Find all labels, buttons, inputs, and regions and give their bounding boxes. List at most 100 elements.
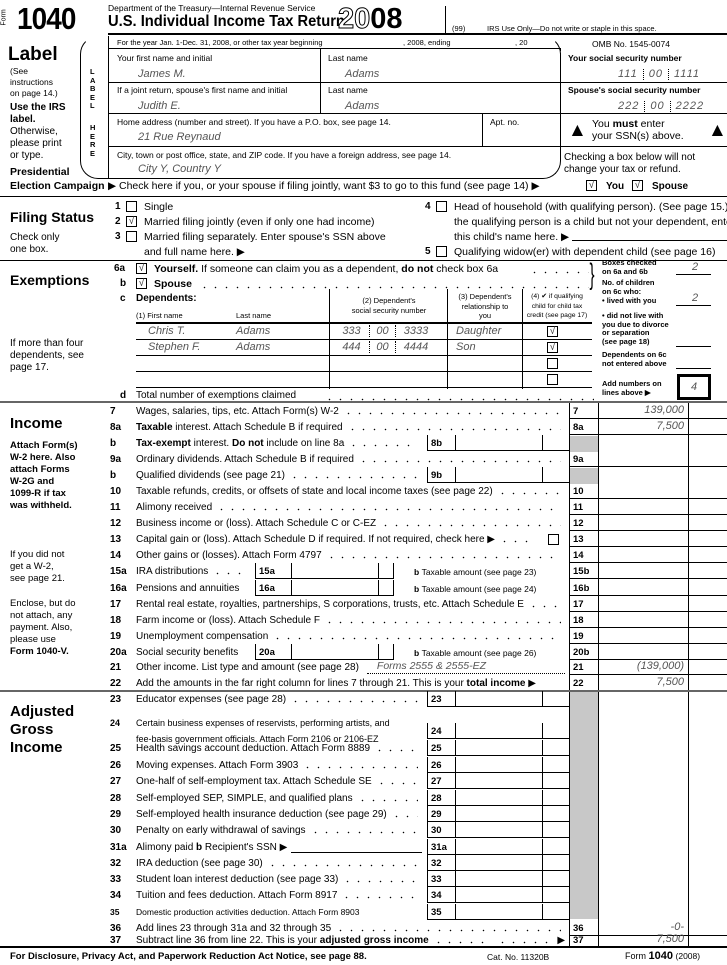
dependent-ssn[interactable]: 333 00 3333 bbox=[334, 325, 446, 337]
attach-forms-note: 1099-R if tax bbox=[10, 488, 66, 499]
line-number: 6a bbox=[114, 263, 126, 274]
use-irs-label: Use the IRS bbox=[10, 102, 66, 113]
filing-status-checkbox-3[interactable] bbox=[126, 231, 137, 242]
enclose-note: please use bbox=[10, 634, 56, 645]
t: No. of children bbox=[602, 278, 655, 287]
presidential-you-checkbox[interactable]: √ bbox=[586, 180, 597, 191]
line-box-number: 9a bbox=[573, 454, 584, 465]
recipient-ssn-field[interactable] bbox=[291, 841, 422, 853]
right-line-box-19[interactable] bbox=[569, 628, 727, 644]
spouse-checkbox[interactable]: √ bbox=[136, 278, 147, 289]
label-note: (See bbox=[10, 66, 28, 76]
dependent-first-name[interactable]: Stephen F. bbox=[148, 341, 201, 353]
line-label: Student loan interest deduction (see pag… bbox=[136, 874, 338, 885]
child-tax-credit-checkbox[interactable] bbox=[547, 358, 558, 369]
 bbox=[542, 691, 543, 707]
dependent-relationship[interactable]: Daughter bbox=[456, 325, 502, 337]
line-33: 33 Student loan interest deduction (see p… bbox=[110, 871, 422, 887]
mid-line-box-23[interactable] bbox=[427, 691, 570, 707]
line-amount-37[interactable]: 7,500 bbox=[656, 933, 684, 945]
mid-line-box-27[interactable] bbox=[427, 773, 570, 789]
last-name-field[interactable]: Adams bbox=[345, 68, 380, 80]
right-line-box-12[interactable] bbox=[569, 515, 727, 531]
line-amount-22[interactable]: 7,500 bbox=[656, 676, 684, 688]
total-exemptions-box[interactable]: 4 bbox=[677, 374, 711, 400]
right-line-box-17[interactable] bbox=[569, 596, 727, 612]
mid-line-box-26[interactable] bbox=[427, 757, 570, 773]
mid-line-box-31a[interactable] bbox=[427, 839, 570, 855]
lived-with-value[interactable]: 2 bbox=[692, 292, 699, 304]
right-line-box-8a[interactable] bbox=[569, 419, 727, 435]
right-line-box-7[interactable] bbox=[569, 403, 727, 419]
spouse-ssn-field[interactable]: 222 00 2222 bbox=[618, 100, 704, 112]
yourself-checkbox[interactable]: √ bbox=[136, 263, 147, 274]
child-tax-credit-checkbox[interactable]: √ bbox=[547, 326, 558, 337]
mid-line-box-33[interactable] bbox=[427, 871, 570, 887]
city-field[interactable]: City Y, Country Y bbox=[138, 163, 221, 175]
mid-line-box-35[interactable] bbox=[427, 904, 570, 920]
line-label: Moving expenses. Attach Form 3903 bbox=[136, 760, 298, 771]
must-enter-ssn-line2: your SSN(s) above. bbox=[592, 130, 684, 142]
line-amount-7[interactable]: 139,000 bbox=[644, 404, 684, 416]
split-box-20a[interactable] bbox=[255, 644, 393, 660]
line-amount-21[interactable]: (139,000) bbox=[636, 660, 684, 672]
line-label: Penalty on early withdrawal of savings bbox=[136, 825, 306, 836]
right-line-box-20b[interactable] bbox=[569, 644, 727, 660]
mid-line-box-32[interactable] bbox=[427, 855, 570, 871]
right-line-box-9a[interactable] bbox=[569, 451, 727, 467]
split-box-15a[interactable] bbox=[255, 563, 393, 579]
line-amount-36[interactable]: -0- bbox=[670, 921, 684, 933]
right-line-box-13[interactable] bbox=[569, 531, 727, 547]
your-ssn-field[interactable]: 111 00 1111 bbox=[618, 68, 700, 80]
right-line-box-18[interactable] bbox=[569, 612, 727, 628]
mid-line-box-34[interactable] bbox=[427, 887, 570, 903]
right-line-box-10[interactable] bbox=[569, 483, 727, 499]
mid-line-box-8b[interactable] bbox=[427, 435, 570, 451]
first-name-field[interactable]: James M. bbox=[138, 68, 186, 80]
dependent-relationship[interactable]: Son bbox=[456, 341, 476, 353]
dependent-last-name[interactable]: Adams bbox=[236, 325, 271, 337]
mid-line-box-29[interactable] bbox=[427, 806, 570, 822]
dependent-first-name[interactable]: Chris T. bbox=[148, 325, 186, 337]
right-line-box-36[interactable] bbox=[569, 920, 727, 936]
line-number: b bbox=[120, 278, 127, 289]
right-line-box-11[interactable] bbox=[569, 499, 727, 515]
filing-status-checkbox-2[interactable]: √ bbox=[126, 216, 137, 227]
mid-line-box-28[interactable] bbox=[427, 790, 570, 806]
boxes-checked-label: Boxes checked on 6a and 6b bbox=[602, 258, 657, 276]
capital-gain-checkbox[interactable] bbox=[548, 534, 559, 545]
line-text: Add the amounts in the far right column … bbox=[136, 677, 467, 689]
filing-status-checkbox-5[interactable] bbox=[436, 246, 447, 257]
right-line-box-21[interactable] bbox=[569, 659, 727, 675]
no-w2-note: see page 21. bbox=[10, 573, 65, 584]
spouse-last-name-field[interactable]: Adams bbox=[345, 100, 380, 112]
form-code: (99) bbox=[452, 24, 466, 33]
line-text: IRA distributions bbox=[136, 565, 209, 577]
mid-line-box-9b[interactable] bbox=[427, 467, 570, 483]
split-box-16a[interactable] bbox=[255, 580, 393, 596]
boxes-checked-value[interactable]: 2 bbox=[692, 261, 699, 273]
mid-line-box-25[interactable] bbox=[427, 740, 570, 756]
dependent-ssn[interactable]: 444 00 4444 bbox=[334, 341, 446, 353]
spouse-first-name-field[interactable]: Judith E. bbox=[138, 100, 181, 112]
must-enter-ssn: You must enter bbox=[592, 118, 665, 130]
right-line-box-16b[interactable] bbox=[569, 580, 727, 596]
line-label: Social security benefits bbox=[136, 647, 238, 658]
dot-leader bbox=[325, 550, 561, 560]
right-line-box-14[interactable] bbox=[569, 547, 727, 563]
filing-status-checkbox-4[interactable] bbox=[436, 201, 447, 212]
filing-status-checkbox-1[interactable] bbox=[126, 201, 137, 212]
dependent-last-name[interactable]: Adams bbox=[236, 341, 271, 353]
other-income-type[interactable]: Forms 2555 & 2555-EZ bbox=[366, 660, 565, 674]
line-text: interest. bbox=[190, 437, 232, 449]
mid-line-box-24[interactable] bbox=[427, 723, 570, 739]
child-tax-credit-checkbox[interactable] bbox=[547, 374, 558, 385]
mid-line-box-30[interactable] bbox=[427, 822, 570, 838]
child-tax-credit-checkbox[interactable]: √ bbox=[547, 342, 558, 353]
line-36: 36 Add lines 23 through 31a and 32 throug… bbox=[110, 920, 565, 936]
line-amount-8a[interactable]: 7,500 bbox=[656, 420, 684, 432]
presidential-spouse-checkbox[interactable]: √ bbox=[632, 180, 643, 191]
line-21: 21 Other income. List type and amount (se… bbox=[110, 659, 565, 675]
right-line-box-15b[interactable] bbox=[569, 563, 727, 579]
address-field[interactable]: 21 Rue Reynaud bbox=[138, 131, 221, 143]
